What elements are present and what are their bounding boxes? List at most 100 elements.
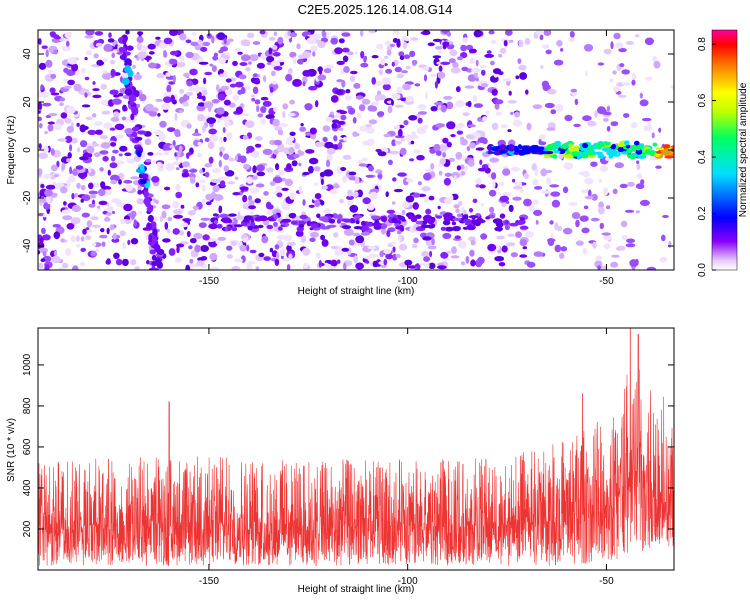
spectrogram-cell-1396 [80,236,85,242]
spectrogram-cell-1676 [546,127,556,131]
spectrogram-cell-1570 [40,183,45,189]
spectrogram-cell-532 [455,208,460,213]
spectrogram-cell-208 [511,178,516,183]
spectrogram-cell-1881 [273,66,283,71]
spectrogram-cell-730 [108,32,112,38]
spectrogram-cell-596 [540,168,548,177]
spectrogram-cell-1540 [413,149,422,154]
spectrogram-cell-969 [96,59,105,66]
spectrogram-cell-2083 [440,226,447,231]
spectrogram-cell-213 [48,112,58,117]
spectrogram-cell-1112 [263,75,267,83]
spectrogram-cell-225 [40,84,44,91]
spectrogram-cell-295 [94,249,100,253]
spectrogram-cell-1316 [141,45,148,52]
spectrogram-cell-1647 [461,66,469,72]
spectrogram-cell-1595 [216,107,225,115]
spectrogram-cell-1521 [515,231,522,239]
spectrogram-cell-303 [248,195,253,201]
spectrogram-cell-904 [92,88,100,92]
spectrogram-cell-1782 [435,123,446,128]
spectrogram-cell-1850 [111,52,115,59]
spectrogram-cell-974 [592,241,597,249]
spectrogram-cell-1926 [250,187,260,194]
spectrogram-cell-1723 [376,94,386,101]
spectrogram-cell-1635 [286,264,291,270]
spectrogram-cell-221 [272,52,281,57]
spectrogram-cell-1814 [519,239,528,247]
spectrogram-y-tick-label-4: 40 [22,48,33,60]
spectrogram-cell-2022 [247,225,253,231]
spectrogram-cell-1349 [472,94,477,103]
spectrogram-cell-2063 [381,216,387,223]
colorbar: 0.0 0.2 0.4 0.6 0.8 Normalized spectral ampl… [697,29,749,277]
spectrogram-cell-2464 [602,147,612,153]
spectrogram-cell-1001 [86,92,92,96]
spectrogram-cell-246 [116,160,125,165]
spectrogram-cell-1104 [518,39,524,48]
spectrogram-cell-2437 [514,149,524,153]
spectrogram-cell-1425 [72,168,78,176]
spectrogram-cell-538 [505,200,510,204]
spectrogram-cell-1289 [240,86,246,94]
spectrogram-cell-1689 [485,110,490,116]
spectrogram-cell-1447 [330,95,339,103]
spectrogram-cell-1002 [182,161,190,168]
spectrogram-cell-1564 [256,171,265,177]
snr-y-tick-label-3: 800 [22,397,33,414]
spectrogram-cell-1259 [44,264,50,270]
spectrogram-cell-1619 [277,129,284,136]
spectrogram-cell-1251 [272,176,283,184]
spectrogram-cell-245 [631,79,636,86]
spectrogram-cell-1742 [343,262,347,270]
spectrogram-cell-240 [491,39,497,45]
spectrogram-cell-304 [180,204,185,209]
spectrogram-cell-1455 [413,192,421,198]
spectrogram-cell-994 [426,262,430,268]
spectrogram-cell-1774 [514,111,520,118]
spectrogram-cell-1179 [200,245,210,252]
spectrogram-cell-986 [232,192,241,196]
spectrogram-cell-1435 [652,55,657,63]
spectrogram-cell-507 [494,102,500,110]
spectrogram-cell-1753 [164,186,171,191]
spectrogram-cell-1816 [425,208,432,215]
spectrogram-cell-2176 [152,228,158,236]
spectrogram-cell-1460 [320,178,324,186]
snr-y-ticks: 200 400 600 800 1000 [22,353,674,537]
spectrogram-cell-2079 [407,214,417,220]
spectrogram-cell-613 [334,248,344,256]
spectrogram-x-tick-label-0: -150 [199,276,219,287]
spectrogram-cell-543 [475,147,485,151]
spectrogram-cell-13 [544,102,555,109]
snr-x-tick-label-2: -50 [599,576,614,587]
spectrogram-cell-1119 [276,234,286,240]
spectrogram-cell-1896 [271,80,278,85]
spectrogram-cell-1587 [110,142,117,147]
spectrogram-cell-2091 [451,226,461,232]
spectrogram-cell-1910 [613,85,619,93]
spectrogram-cell-1450 [450,134,456,138]
spectrogram-cell-1369 [221,115,231,122]
spectrogram-cell-709 [627,181,635,187]
spectrogram-cell-16 [232,60,238,66]
spectrogram-y-tick-label-1: -20 [22,190,33,205]
spectrogram-cell-1597 [360,231,370,236]
spectrogram-cell-1812 [635,210,640,214]
spectrogram-cell-1446 [272,45,278,50]
spectrogram-cell-436 [95,129,103,135]
spectrogram-cell-800 [197,102,206,107]
spectrogram-cell-59 [234,176,239,180]
spectrogram-cell-1402 [209,134,219,143]
spectrogram-cell-1264 [621,82,631,86]
spectrogram-cell-1400 [395,212,401,216]
spectrogram-cell-1024 [146,260,150,265]
spectrogram-cell-370 [597,62,605,66]
spectrogram-cell-1672 [377,151,387,157]
spectrogram-cell-632 [202,125,206,133]
spectrogram-cell-2087 [250,222,256,227]
spectrogram-cell-2002 [312,227,321,231]
spectrogram-cell-1536 [125,184,133,192]
spectrogram-cell-820 [514,181,523,187]
